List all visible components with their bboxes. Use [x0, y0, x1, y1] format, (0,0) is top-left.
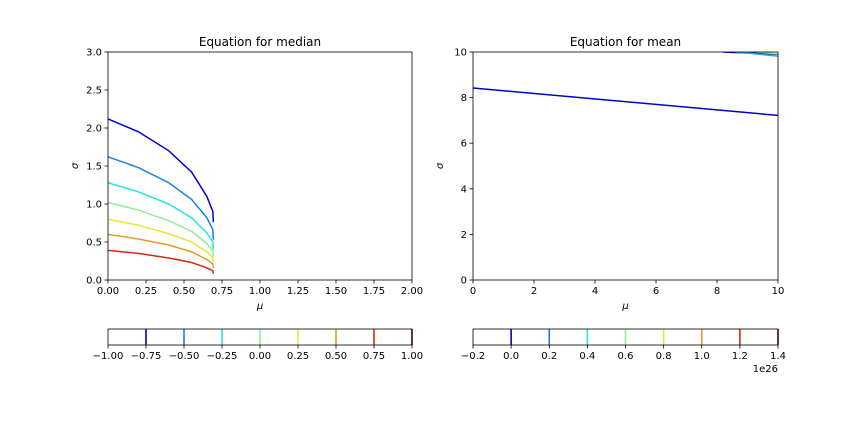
contour-line	[108, 182, 215, 250]
colorbar-tick-label: 0.8	[656, 351, 672, 362]
contour-line	[108, 201, 215, 257]
colorbar-tick-label: 1.00	[401, 351, 423, 362]
colorbar-tick-label: −1.00	[93, 351, 124, 362]
contour-line	[108, 218, 215, 263]
plot-lines	[108, 118, 215, 275]
colorbar-tick-label: 0.50	[325, 351, 347, 362]
x-tick-label: 1.50	[325, 286, 347, 297]
x-tick-label: 0.25	[135, 286, 157, 297]
x-tick-label: 0.50	[173, 286, 195, 297]
colorbar-tick-label: 0.00	[249, 351, 271, 362]
y-tick-label: 10	[454, 48, 467, 59]
chart-title: Equation for median	[199, 35, 321, 49]
contour-line	[735, 52, 778, 57]
y-axis-label: σ	[435, 162, 446, 169]
colorbar: −1.00 −0.75 −0.50 −0.25 0.00 0.25 0.50 0.75 1.00	[93, 328, 423, 362]
chart-panel-2: 0 2 4 6 8 10 0 2 4 6 8 10 Equation for mean μ σ −0.2 0.0…	[435, 35, 786, 375]
x-axis-label: μ	[621, 301, 628, 312]
y-tick-label: 2.0	[86, 124, 102, 135]
colorbar: −0.2 0.0 0.2 0.4 0.6 0.8 1.0 1.2 1.4 1e26	[461, 328, 786, 375]
contour-line	[108, 233, 215, 268]
contour-line	[108, 118, 215, 223]
colorbar-tick-label: −0.50	[169, 351, 200, 362]
x-tick-label: 10	[772, 286, 785, 297]
colorbar-tick-label: 1.2	[732, 351, 748, 362]
contour-line	[108, 156, 215, 240]
y-tick-label: 2.5	[86, 86, 102, 97]
x-tick-label: 0.00	[97, 286, 119, 297]
axes-frame	[107, 51, 413, 281]
x-tick-label: 6	[653, 286, 659, 297]
colorbar-offset-label: 1e26	[753, 364, 778, 375]
chart-title: Equation for mean	[570, 35, 681, 49]
y-tick-label: 6	[461, 139, 467, 150]
y-tick-label: 0.5	[86, 238, 102, 249]
axes-frame	[472, 51, 779, 281]
colorbar-tick-label: 0.0	[503, 351, 519, 362]
x-tick-label: 0	[470, 286, 476, 297]
colorbar-tick-label: 1.4	[770, 351, 786, 362]
y-tick-label: 4	[461, 184, 467, 195]
plot-lines	[473, 52, 778, 117]
x-tick-label: 1.00	[249, 286, 271, 297]
y-tick-label: 0.0	[86, 276, 102, 287]
x-tick-label: 0.75	[211, 286, 233, 297]
colorbar-tick-label: −0.2	[461, 351, 485, 362]
contour-line	[108, 249, 215, 275]
colorbar-tick-label: 0.25	[287, 351, 309, 362]
y-tick-label: 8	[461, 93, 467, 104]
x-tick-label: 2	[531, 286, 537, 297]
chart-panel-1: 0.00 0.25 0.50 0.75 1.00 1.25 1.50 1.75 2.000.00…	[70, 35, 423, 362]
y-tick-label: 0	[461, 276, 467, 287]
colorbar-tick-label: 0.6	[618, 351, 634, 362]
x-axis-label: μ	[256, 301, 263, 312]
y-tick-label: 3.0	[86, 48, 102, 59]
colorbar-tick-label: −0.75	[131, 351, 162, 362]
y-tick-label: 1.0	[86, 200, 102, 211]
x-tick-label: 1.75	[363, 286, 385, 297]
x-tick-label: 2.00	[401, 286, 423, 297]
contour-line	[473, 87, 778, 117]
colorbar-tick-label: −0.25	[207, 351, 238, 362]
x-tick-label: 8	[714, 286, 720, 297]
x-tick-label: 4	[592, 286, 598, 297]
colorbar-tick-label: 0.75	[363, 351, 385, 362]
x-tick-label: 1.25	[287, 286, 309, 297]
y-tick-label: 1.5	[86, 162, 102, 173]
colorbar-tick-label: 0.4	[579, 351, 595, 362]
y-axis-label: σ	[70, 162, 81, 169]
colorbar-tick-label: 0.2	[541, 351, 557, 362]
colorbar-tick-label: 1.0	[694, 351, 710, 362]
y-tick-label: 2	[461, 230, 467, 241]
